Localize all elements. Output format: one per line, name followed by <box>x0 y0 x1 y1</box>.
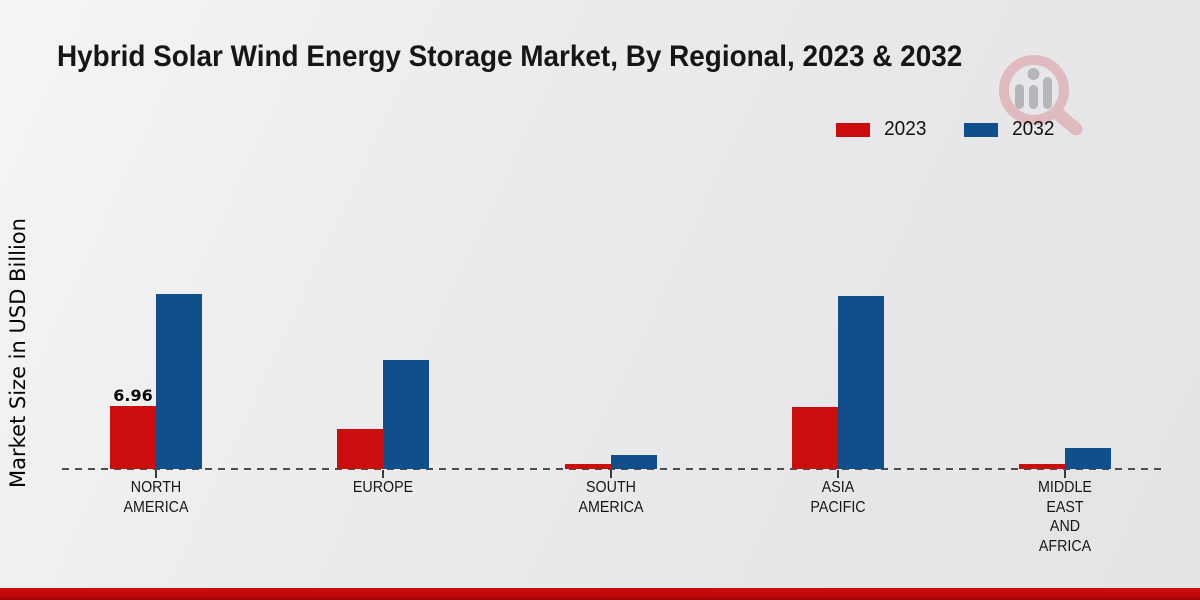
x-axis-tick <box>836 470 839 478</box>
x-axis-tick <box>609 470 612 478</box>
bar-2032-south-america <box>610 455 657 469</box>
market-research-logo-icon <box>999 55 1083 136</box>
legend-item-2032: 2032 <box>963 118 1056 141</box>
legend: 2023 2032 <box>836 118 1055 141</box>
category-label-asia-pacific: ASIA PACIFIC <box>810 479 866 516</box>
bar-2023-south-america <box>564 464 611 469</box>
bar-2032-middle-east-and-africa <box>1065 448 1111 469</box>
bar-2032-europe <box>383 360 430 469</box>
bar-2023-europe <box>337 429 384 469</box>
zero-baseline <box>62 468 1161 470</box>
category-label-south-america: SOUTH AMERICA <box>578 479 643 516</box>
chart-title: Hybrid Solar Wind Energy Storage Market,… <box>57 40 963 73</box>
bar-2023-asia-pacific <box>791 407 838 469</box>
legend-swatch-2023 <box>836 122 870 137</box>
x-axis-tick <box>382 470 385 478</box>
legend-swatch-2032 <box>963 122 998 137</box>
legend-label-2023: 2023 <box>884 118 927 140</box>
bar-2023-north-america <box>110 406 156 469</box>
category-label-middle-east-and-africa: MIDDLE EAST AND AFRICA <box>1038 479 1092 555</box>
category-label-europe: EUROPE <box>353 479 414 496</box>
category-label-north-america: NORTH AMERICA <box>123 479 189 516</box>
bar-2032-asia-pacific <box>837 296 884 469</box>
bar-value-label: 6.96 <box>113 386 153 405</box>
x-axis-tick <box>155 470 157 478</box>
bar-2032-north-america <box>156 294 202 469</box>
x-axis-tick <box>1064 470 1066 478</box>
footer-accent-bar <box>0 588 1200 600</box>
bar-2023-middle-east-and-africa <box>1019 464 1065 469</box>
legend-label-2032: 2032 <box>1011 118 1054 140</box>
legend-item-2023: 2023 <box>836 118 928 141</box>
